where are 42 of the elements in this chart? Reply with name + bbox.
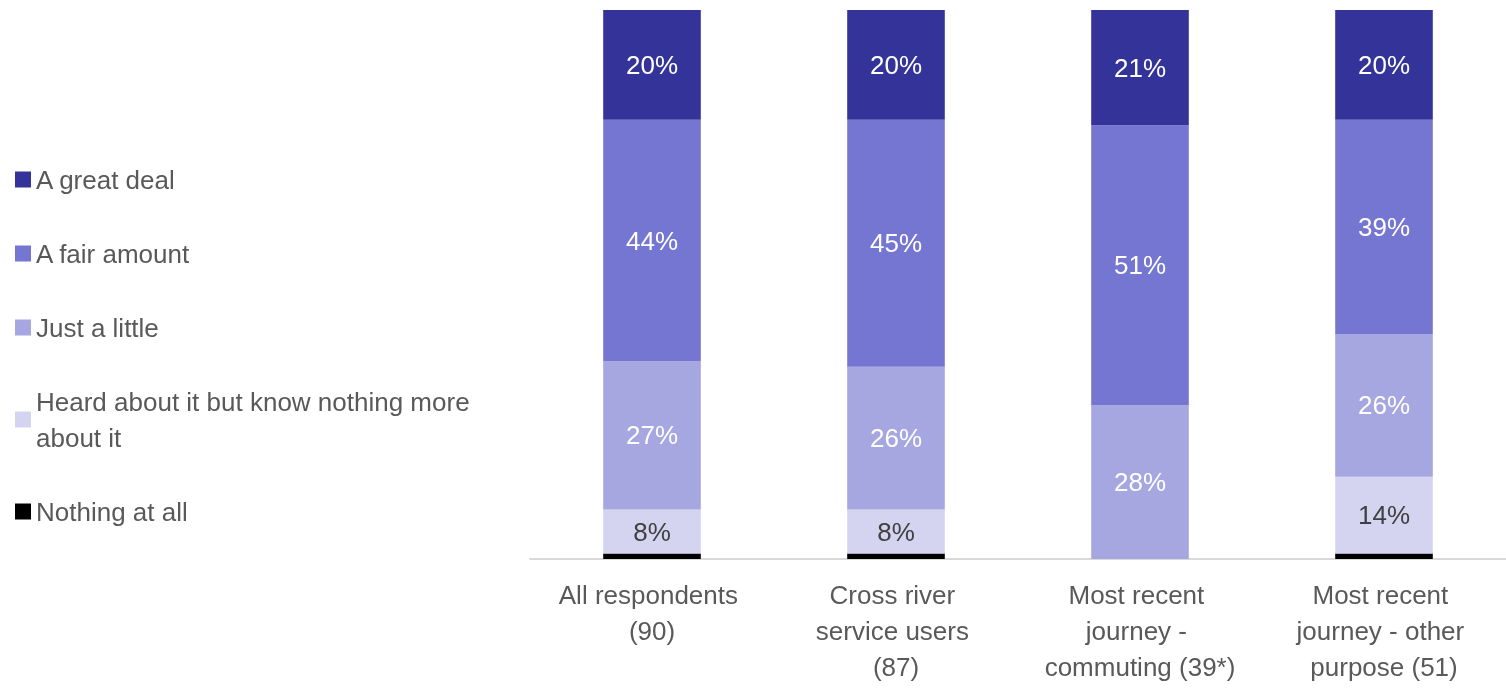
legend-label: Nothing at all: [36, 496, 188, 527]
bar: [1335, 476, 1433, 554]
bar: [1335, 10, 1433, 120]
data-label: 26%: [1357, 390, 1411, 421]
legend-label: Heard about it but know nothing more about it: [36, 386, 477, 453]
data-label: 8%: [877, 516, 915, 547]
bar: [603, 119, 701, 362]
data-label: 44%: [625, 225, 679, 256]
data-label: 26%: [869, 423, 923, 454]
bar: [1091, 405, 1189, 559]
bar: [847, 553, 945, 559]
data-label: 21%: [1113, 52, 1167, 83]
bar: [1091, 125, 1189, 406]
bar: [603, 361, 701, 510]
x-tick-label: All respondents (90): [558, 580, 746, 646]
data-label: 27%: [625, 420, 679, 451]
legend-label: A fair amount: [36, 238, 190, 269]
bar: [847, 509, 945, 554]
x-tick-label: Most recent journey - commuting (39*): [1044, 580, 1236, 682]
bar: [847, 10, 945, 120]
data-label: 20%: [869, 49, 923, 80]
legend-label: A great deal: [36, 164, 175, 195]
bar: [603, 553, 701, 559]
legend-label: Just a little: [36, 312, 159, 343]
data-label: 14%: [1357, 500, 1411, 531]
data-label: 20%: [625, 49, 679, 80]
bar: [603, 10, 701, 120]
bar: [1091, 10, 1189, 126]
x-tick-label: Most recent journey - other purpose (51): [1295, 580, 1472, 682]
bar: [847, 119, 945, 367]
data-label: 20%: [1357, 49, 1411, 80]
bar: [1335, 333, 1433, 477]
x-tick-label: Cross river service users (87): [815, 580, 977, 682]
data-label: 45%: [869, 228, 923, 259]
bar: [847, 366, 945, 510]
data-label: 39%: [1357, 211, 1411, 242]
data-label: 8%: [633, 516, 671, 547]
bar: [1335, 553, 1433, 559]
bar: [1335, 119, 1433, 334]
bar: [603, 509, 701, 554]
data-label: 51%: [1113, 250, 1167, 281]
data-label: 28%: [1113, 467, 1167, 498]
